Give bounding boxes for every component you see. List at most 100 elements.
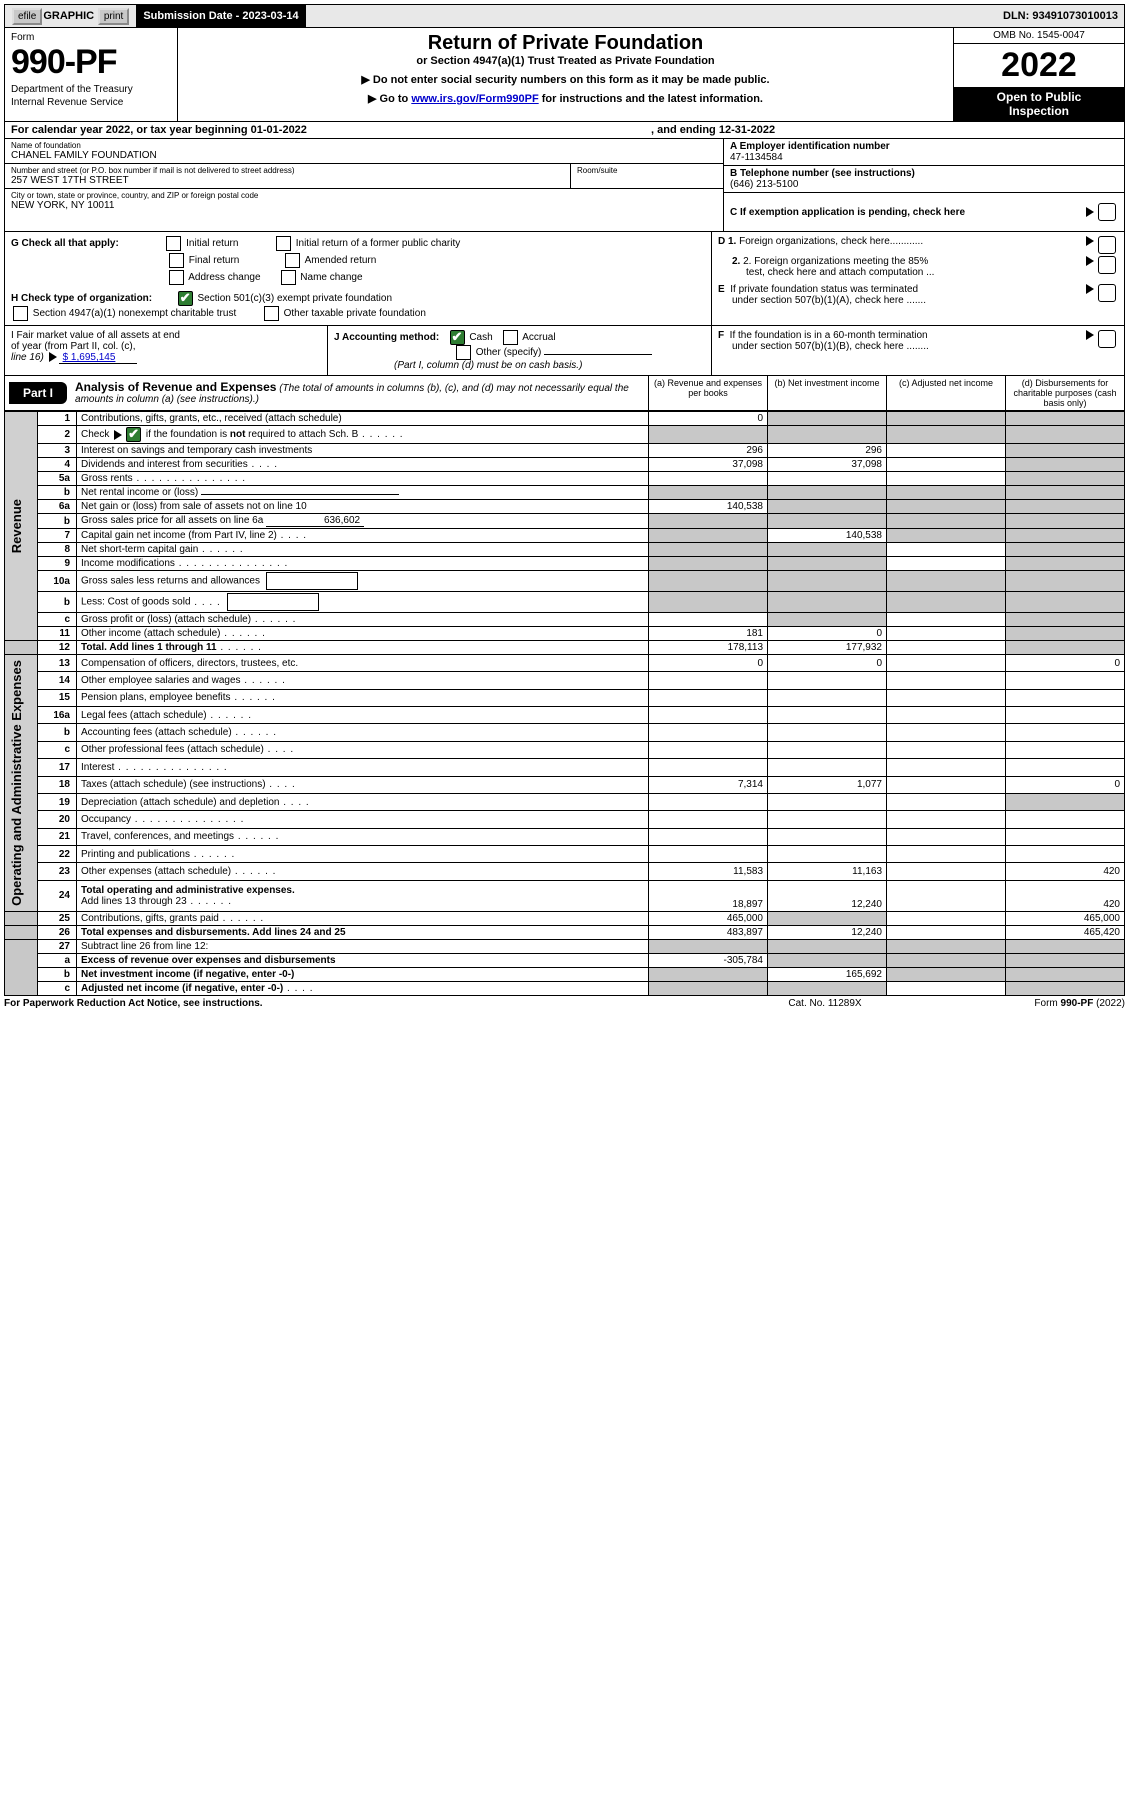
j-chk-cash[interactable]	[450, 330, 465, 345]
ln-25: 25	[38, 911, 77, 925]
g-row: G Check all that apply: Initial return I…	[11, 236, 705, 251]
ln-16a: 16a	[38, 707, 77, 724]
5b-input[interactable]	[201, 494, 399, 495]
addr-label: Number and street (or P.O. box number if…	[11, 166, 564, 175]
d-21: Travel, conferences, and meetings	[77, 828, 649, 845]
d2-checkbox[interactable]	[1098, 256, 1116, 274]
part1-tab: Part I	[9, 382, 67, 404]
efile-button[interactable]: efile	[12, 8, 42, 25]
arrow-icon	[1086, 284, 1094, 294]
10b-input[interactable]	[227, 593, 319, 611]
ln-18: 18	[38, 776, 77, 793]
d-17: Interest	[77, 759, 649, 776]
j-other-input[interactable]	[544, 354, 652, 355]
h-chk-other[interactable]	[264, 306, 279, 321]
ln-17: 17	[38, 759, 77, 776]
form-note1: ▶ Do not enter social security numbers o…	[188, 73, 943, 86]
table-row: c Gross profit or (loss) (attach schedul…	[5, 613, 1125, 627]
table-row: 4 Dividends and interest from securities…	[5, 458, 1125, 472]
name-cell: Name of foundation CHANEL FAMILY FOUNDAT…	[5, 139, 723, 164]
g-chk-name[interactable]	[281, 270, 296, 285]
col-d: (d) Disbursements for charitable purpose…	[1005, 376, 1124, 410]
b-27b: 165,692	[768, 967, 887, 981]
g-o5: Address change	[188, 272, 260, 283]
d-11: Other income (attach schedule)	[77, 627, 649, 641]
gh-right: D 1. D 1. Foreign organizations, check h…	[712, 232, 1124, 325]
print-button[interactable]: print	[98, 8, 129, 25]
j-chk-other[interactable]	[456, 345, 471, 360]
phone-cell: B Telephone number (see instructions) (6…	[724, 166, 1124, 193]
d-9: Income modifications	[77, 557, 649, 571]
c-checkbox[interactable]	[1098, 203, 1116, 221]
d-5b: Net rental income or (loss)	[77, 486, 649, 500]
d-23: Other expenses (attach schedule)	[77, 863, 649, 880]
d-15: Pension plans, employee benefits	[77, 689, 649, 706]
form-word: Form	[11, 32, 171, 43]
schb-checkbox[interactable]	[126, 427, 141, 442]
d1-checkbox[interactable]	[1098, 236, 1116, 254]
g-chk-initial[interactable]	[166, 236, 181, 251]
dln-label: DLN: 93491073010013	[997, 5, 1124, 27]
j-accrual: Accrual	[522, 332, 555, 343]
10a-input[interactable]	[266, 572, 358, 590]
ln-12: 12	[38, 641, 77, 655]
city-value: NEW YORK, NY 10011	[11, 200, 717, 211]
fmv-value[interactable]: $ 1,695,145	[59, 352, 137, 364]
open-line1: Open to Public	[997, 90, 1082, 104]
dd-13: 0	[1006, 655, 1125, 672]
room-cell: Room/suite	[570, 164, 723, 188]
ln-16b: b	[38, 724, 77, 741]
a-26: 483,897	[649, 925, 768, 939]
d2b-text: test, check here and attach computation …	[732, 267, 934, 278]
form990pf-link[interactable]: www.irs.gov/Form990PF	[411, 93, 538, 105]
j-cash: Cash	[469, 332, 492, 343]
j-chk-accrual[interactable]	[503, 330, 518, 345]
cal-right: , and ending 12-31-2022	[611, 124, 1118, 136]
footer-right: Form 990-PF (2022)	[925, 998, 1125, 1009]
info-right: A Employer identification number 47-1134…	[723, 139, 1124, 231]
calendar-year-row: For calendar year 2022, or tax year begi…	[4, 122, 1125, 139]
b-26: 12,240	[768, 925, 887, 939]
table-row: b Gross sales price for all assets on li…	[5, 514, 1125, 529]
g-chk-amended[interactable]	[285, 253, 300, 268]
table-row: c Other professional fees (attach schedu…	[5, 741, 1125, 758]
d1-row: D 1. D 1. Foreign organizations, check h…	[718, 236, 1118, 254]
addr-value: 257 WEST 17TH STREET	[11, 175, 564, 186]
j-label: J Accounting method:	[334, 332, 439, 343]
table-row: 9 Income modifications	[5, 557, 1125, 571]
h-chk-501c3[interactable]	[178, 291, 193, 306]
table-row: 19 Depreciation (attach schedule) and de…	[5, 793, 1125, 810]
a-3: 296	[649, 444, 768, 458]
cal-left: For calendar year 2022, or tax year begi…	[11, 124, 611, 136]
d-26: Total expenses and disbursements. Add li…	[77, 925, 649, 939]
table-row: Revenue 1 Contributions, gifts, grants, …	[5, 412, 1125, 426]
e-checkbox[interactable]	[1098, 284, 1116, 302]
h-o3: Other taxable private foundation	[284, 308, 426, 319]
ln-21: 21	[38, 828, 77, 845]
g-chk-final[interactable]	[169, 253, 184, 268]
phone-label: B Telephone number (see instructions)	[730, 168, 1118, 179]
d-10b: Less: Cost of goods sold	[77, 592, 649, 613]
header-center: Return of Private Foundation or Section …	[178, 28, 953, 121]
d-10c: Gross profit or (loss) (attach schedule)	[77, 613, 649, 627]
h-o1: Section 501(c)(3) exempt private foundat…	[197, 293, 392, 304]
6b-input[interactable]: 636,602	[266, 515, 364, 527]
i-l2: of year (from Part II, col. (c),	[11, 341, 135, 352]
a-13: 0	[649, 655, 768, 672]
f2-text: under section 507(b)(1)(B), check here .…	[718, 341, 929, 352]
h-o2: Section 4947(a)(1) nonexempt charitable …	[33, 308, 236, 319]
submission-date: Submission Date - 2023-03-14	[137, 5, 305, 27]
f-checkbox[interactable]	[1098, 330, 1116, 348]
table-row: 8 Net short-term capital gain	[5, 543, 1125, 557]
h-chk-4947[interactable]	[13, 306, 28, 321]
part1-table: Revenue 1 Contributions, gifts, grants, …	[4, 411, 1125, 996]
form-note2: ▶ Go to www.irs.gov/Form990PF for instru…	[188, 92, 943, 105]
table-row: 22 Printing and publications	[5, 845, 1125, 862]
table-row: 10a Gross sales less returns and allowan…	[5, 571, 1125, 592]
arrow-icon	[1086, 330, 1094, 340]
g-chk-initial-former[interactable]	[276, 236, 291, 251]
form-header: Form 990-PF Department of the Treasury I…	[4, 28, 1125, 122]
ln-27: 27	[38, 939, 77, 953]
g-chk-address[interactable]	[169, 270, 184, 285]
d-1: Contributions, gifts, grants, etc., rece…	[77, 412, 649, 426]
